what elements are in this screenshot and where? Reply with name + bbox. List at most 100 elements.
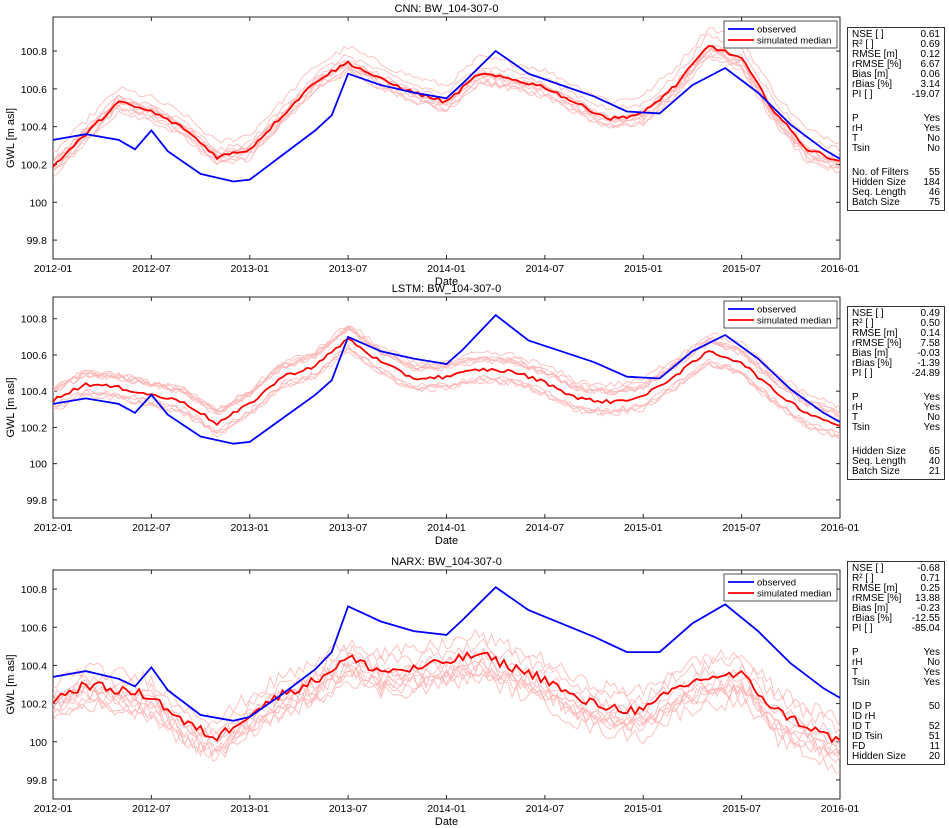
plot-lines (53, 27, 840, 183)
metric-value: 6.67 (920, 59, 940, 70)
metric-value: 0.69 (920, 39, 940, 50)
metric-row: RMSE [m] 0.25 (852, 584, 940, 594)
metric-row: T No (852, 413, 940, 423)
y-axis-label: GWL [m asl] (5, 108, 17, 168)
metric-row: Bias [m] -0.23 (852, 604, 940, 614)
ensemble-member-line (53, 347, 840, 435)
observed-line (53, 586, 840, 722)
metric-row: ID P 50 (852, 702, 940, 712)
y-tick-label: 100.8 (21, 46, 47, 58)
metric-row: PI [ ] -85.04 (852, 624, 940, 634)
metric-value: Yes (923, 123, 940, 134)
legend-label: observed (757, 578, 796, 589)
legend-label: observed (757, 25, 796, 36)
metric-row: Tsin Yes (852, 678, 940, 688)
x-axis-label: Date (435, 535, 458, 547)
metric-row: rBias [%] 3.14 (852, 80, 940, 90)
ensemble-member-line (53, 343, 840, 438)
metric-label: PI [ ] (852, 623, 873, 634)
metric-label: RMSE [m] (852, 328, 898, 339)
metric-label: Batch Size (852, 197, 900, 208)
metric-value: No (927, 133, 940, 144)
metric-value: -12.55 (911, 613, 940, 624)
y-tick-label: 100.2 (21, 699, 47, 711)
ensemble-member-line (53, 650, 840, 748)
metric-value: 0.71 (920, 573, 940, 584)
y-tick-label: 100.8 (21, 314, 47, 326)
x-tick-label: 2014-01 (427, 522, 466, 534)
metric-row: T No (852, 134, 940, 144)
metric-row: RMSE [m] 0.14 (852, 329, 940, 339)
metric-row: NSE [ ] 0.49 (852, 309, 940, 319)
metric-row: NSE [ ] 0.61 (852, 30, 940, 40)
metric-label: ID T (852, 721, 871, 732)
metric-row: R² [ ] 0.69 (852, 40, 940, 50)
metric-label: Seq. Length (852, 187, 906, 198)
ensemble-member-line (53, 326, 840, 420)
metric-label: rRMSE [%] (852, 593, 902, 604)
observed-line (53, 49, 840, 183)
metric-value: 0.06 (920, 69, 940, 80)
y-tick-label: 99.8 (27, 495, 48, 507)
x-tick-label: 2014-01 (427, 263, 466, 275)
metric-row: rBias [%] -1.39 (852, 359, 940, 369)
observed-line (53, 313, 840, 445)
metric-value: -0.03 (917, 348, 940, 359)
metric-value: -24.89 (911, 368, 940, 379)
y-tick-label: 100.8 (21, 584, 47, 596)
metric-row: ID Tsin 51 (852, 732, 940, 742)
ensemble-member-line (53, 347, 840, 440)
metric-label: rRMSE [%] (852, 59, 902, 70)
metric-row: Tsin No (852, 144, 940, 154)
metric-label: RMSE [m] (852, 583, 898, 594)
chart-2: LSTM: BW_104-307-0 2012-01 2012-07 2013-01 2… (5, 283, 859, 547)
metric-label: Tsin (852, 422, 870, 433)
metric-value: 21 (928, 466, 940, 477)
metric-value: -19.07 (911, 89, 940, 100)
metric-label: RMSE [m] (852, 49, 898, 60)
metric-label: P (852, 647, 859, 658)
legend-label: simulated median (757, 589, 831, 600)
metric-row: R² [ ] 0.71 (852, 574, 940, 584)
metric-row: Bias [m] -0.03 (852, 349, 940, 359)
x-tick-label: 2014-07 (526, 803, 565, 815)
x-tick-label: 2013-01 (230, 803, 269, 815)
metric-row: PI [ ] -24.89 (852, 369, 940, 379)
legend-label: observed (757, 305, 796, 316)
y-tick-label: 100.2 (21, 159, 47, 171)
metric-value: Yes (923, 667, 940, 678)
y-tick-label: 100 (29, 737, 47, 749)
metric-value: 51 (928, 731, 940, 742)
metric-label: P (852, 113, 859, 124)
metric-label: ID Tsin (852, 731, 883, 742)
metric-value: 0.12 (920, 49, 940, 60)
ensemble-member-line (53, 325, 840, 415)
metric-value: 52 (928, 721, 940, 732)
ensemble-member-line (53, 54, 840, 177)
x-tick-label: 2012-01 (34, 522, 73, 534)
x-tick-label: 2014-07 (526, 263, 565, 275)
y-tick-label: 100 (29, 459, 47, 471)
metric-value: -1.39 (917, 358, 940, 369)
x-tick-label: 2016-01 (821, 263, 860, 275)
simulated-median-line (53, 337, 840, 427)
metric-label: Hidden Size (852, 446, 906, 457)
metric-value: No (927, 657, 940, 668)
metric-value: Yes (923, 392, 940, 403)
x-axis-label: Date (435, 276, 458, 288)
metric-row: P Yes (852, 393, 940, 403)
simulated-median-line (53, 651, 840, 744)
metric-value: 65 (928, 446, 940, 457)
metric-row: No. of Filters 55 (852, 168, 940, 178)
metric-label: T (852, 412, 859, 423)
x-tick-label: 2012-01 (34, 263, 73, 275)
y-tick-label: 100.6 (21, 350, 47, 362)
y-tick-label: 100.4 (21, 122, 47, 134)
x-tick-label: 2015-01 (624, 263, 663, 275)
metric-row: FD 11 (852, 742, 940, 752)
y-tick-label: 100.4 (21, 660, 47, 672)
x-tick-label: 2016-01 (821, 522, 860, 534)
plot-lines (53, 313, 840, 445)
metric-label: rBias [%] (852, 79, 893, 90)
